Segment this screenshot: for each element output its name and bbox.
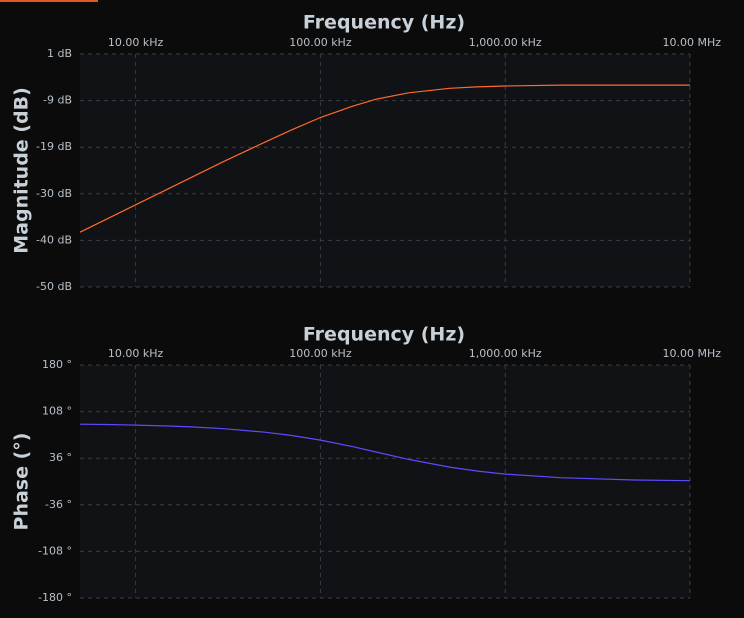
y-tick-label: -9 dB (43, 94, 72, 107)
y-tick-label: 1 dB (47, 47, 72, 60)
x-tick-label: 1,000.00 kHz (469, 36, 542, 49)
y-tick-label: -180 ° (38, 591, 72, 604)
x-tick-label: 10.00 kHz (108, 36, 164, 49)
y-axis-title: Phase (°) (11, 433, 33, 531)
x-axis-title: Frequency (Hz) (303, 12, 465, 34)
y-tick-label: -30 dB (36, 187, 72, 200)
plot-area (80, 365, 690, 598)
y-tick-label: -36 ° (45, 498, 72, 511)
y-tick-label: 36 ° (49, 451, 72, 464)
x-axis-title: Frequency (Hz) (303, 324, 465, 346)
y-tick-label: 108 ° (42, 405, 72, 418)
y-tick-label: -19 dB (36, 140, 72, 153)
x-tick-label: 1,000.00 kHz (469, 347, 542, 360)
data-line (79, 423, 691, 482)
y-tick-label: -50 dB (36, 280, 72, 293)
y-axis-title: Magnitude (dB) (11, 87, 33, 254)
y-tick-label: -40 dB (36, 233, 72, 246)
x-tick-label: 100.00 kHz (289, 347, 352, 360)
y-tick-label: -108 ° (38, 544, 72, 557)
accent-bar (0, 0, 98, 2)
plot-area (80, 54, 690, 287)
x-tick-label: 10.00 kHz (108, 347, 164, 360)
data-line (79, 84, 690, 233)
x-tick-label: 10.00 MHz (662, 347, 721, 360)
x-tick-label: 100.00 kHz (289, 36, 352, 49)
y-tick-label: 180 ° (42, 358, 72, 371)
x-tick-label: 10.00 MHz (662, 36, 721, 49)
